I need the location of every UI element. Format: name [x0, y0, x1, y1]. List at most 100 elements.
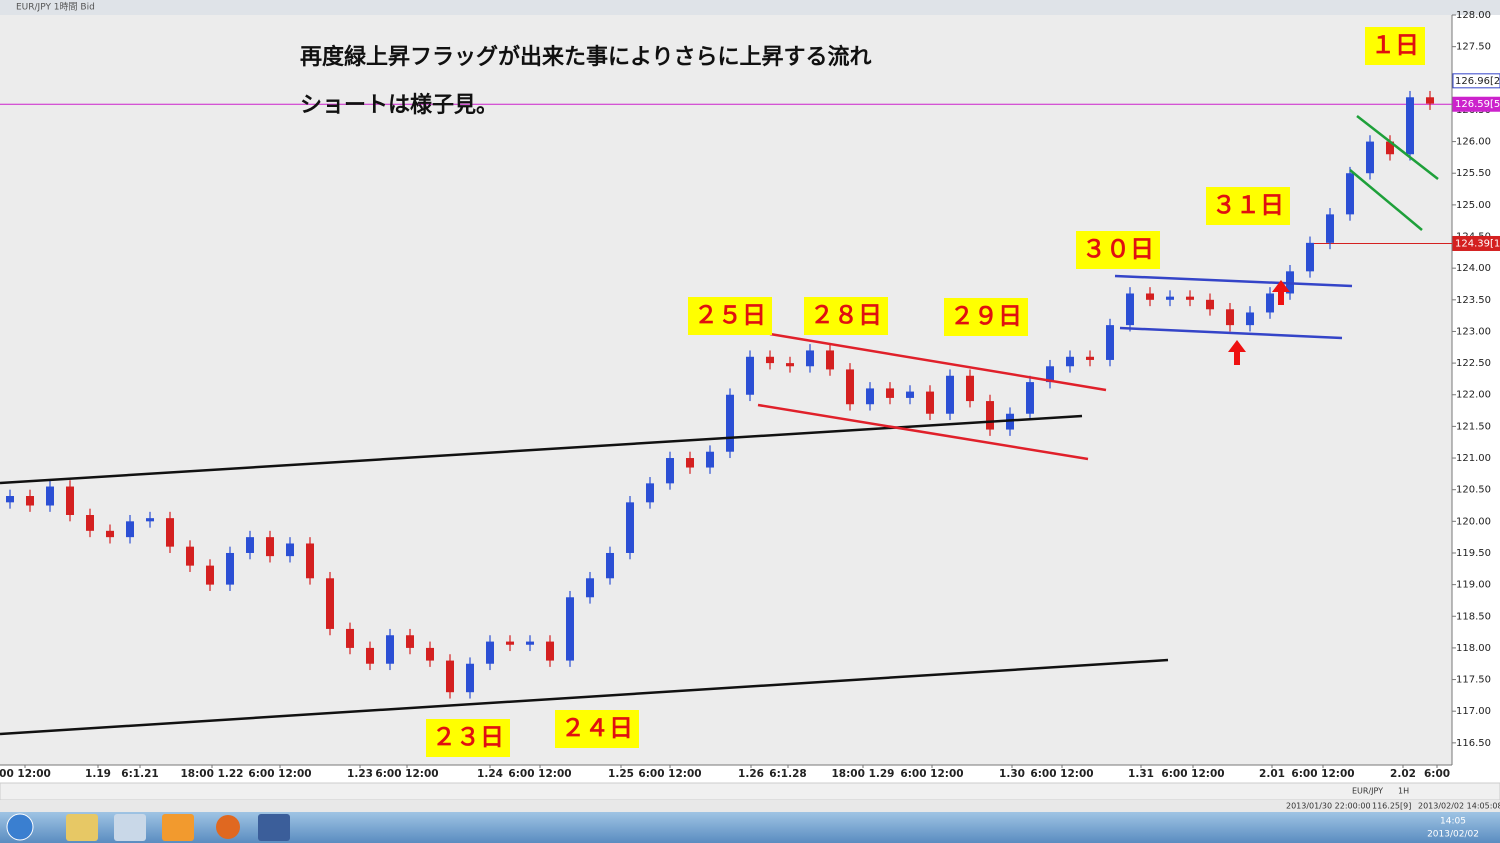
up-arrow	[1272, 280, 1290, 305]
x-tick-label: 6:00 12:00	[900, 768, 963, 780]
price-label: 126.59[5	[1455, 99, 1500, 110]
candle-body	[326, 578, 334, 629]
taskbar-app[interactable]	[216, 815, 240, 839]
candle-body	[526, 641, 534, 645]
candle-body	[626, 502, 634, 553]
clock-time: 14:05	[1440, 817, 1466, 827]
y-tick-label: 120.00	[1456, 516, 1491, 527]
x-tick-label: 2.02	[1390, 768, 1416, 780]
x-tick-label: 18:00 1.22	[181, 768, 244, 780]
y-tick-label: 126.00	[1456, 137, 1491, 148]
trend-line	[1356, 115, 1439, 180]
y-tick-label: 128.00	[1456, 10, 1491, 21]
y-tick-label: 119.00	[1456, 580, 1491, 591]
up-arrow	[1228, 340, 1246, 365]
status-price: 116.25[9]	[1372, 802, 1411, 811]
taskbar-app[interactable]	[162, 814, 194, 841]
start-button[interactable]	[6, 813, 34, 841]
y-tick-label: 127.50	[1456, 42, 1491, 53]
candle-body	[486, 641, 494, 664]
x-tick-label: 6:00 12:00	[375, 768, 438, 780]
price-axis	[1452, 15, 1500, 765]
comments: 再度緑上昇フラッグが出来た事によりさらに上昇する流れ ショートは様子見。	[300, 44, 872, 118]
status-texts: 2013/01/30 22:00:00 116.25[9] 2013/02/02…	[1286, 787, 1500, 811]
candle-body	[346, 628, 354, 648]
day-label-box	[688, 297, 772, 335]
day-label-box	[555, 710, 639, 748]
y-tick-label: 117.50	[1456, 675, 1491, 686]
candle-body	[846, 369, 854, 405]
day-labels: １日 ３１日 ３０日 ２５日 ２８日 ２９日 ２３日 ２４日	[426, 27, 1425, 757]
price-label-box	[1452, 73, 1500, 89]
arrows	[1228, 280, 1290, 365]
symbol-select[interactable]: EUR/JPY	[1352, 787, 1383, 796]
x-tick-label: 6:00 12:00	[248, 768, 311, 780]
taskbar-app[interactable]	[114, 814, 146, 841]
x-tick-label: 2.01	[1259, 768, 1285, 780]
candle-body	[1046, 366, 1054, 383]
x-tick-label: 6:00 12:00	[1291, 768, 1354, 780]
day-label: ３１日	[1212, 191, 1284, 219]
x-tick-label: 1.30	[999, 768, 1025, 780]
status-bar	[0, 800, 1500, 812]
window-title-bar	[0, 0, 1500, 15]
y-tick-label: 123.00	[1456, 326, 1491, 337]
candle-body	[266, 537, 274, 557]
x-tick-label: 6:1.21	[121, 768, 158, 780]
y-tick-label: 116.50	[1456, 738, 1491, 749]
trend-line	[0, 658, 1169, 736]
candle-body	[646, 483, 654, 503]
price-label: 126.96[2	[1455, 76, 1500, 87]
x-tick-label: 6:1.28	[769, 768, 806, 780]
candle-body	[406, 635, 414, 648]
timeframe-select[interactable]: 1H	[1398, 787, 1409, 796]
candle-body	[386, 635, 394, 664]
scrollbar[interactable]	[0, 782, 1500, 801]
day-label-box	[944, 298, 1028, 336]
y-tick-label: 122.50	[1456, 358, 1491, 369]
taskbar-app[interactable]	[66, 814, 98, 841]
candle-body	[286, 543, 294, 557]
candle-body	[1226, 309, 1234, 326]
candle-body	[826, 350, 834, 370]
x-tick-label: 6:00 12:00	[1161, 768, 1224, 780]
candle-body	[1106, 325, 1114, 360]
candle-body	[866, 388, 874, 405]
plot	[0, 90, 1452, 699]
candle-body	[1126, 293, 1134, 326]
candle-body	[746, 356, 754, 395]
x-tick-label: 1.31	[1128, 768, 1154, 780]
candle-body	[1146, 293, 1154, 300]
taskbar-app[interactable]	[258, 814, 290, 841]
candle-body	[246, 537, 254, 553]
candle-body	[1406, 97, 1414, 155]
candle-body	[706, 451, 714, 468]
day-label: ２９日	[950, 302, 1022, 330]
candle-body	[146, 518, 154, 522]
y-tick-label: 121.50	[1456, 421, 1491, 432]
candle-body	[546, 641, 554, 661]
day-label: ３０日	[1082, 235, 1154, 263]
x-tick-label: 6:00 12:00	[1030, 768, 1093, 780]
plot-area	[0, 15, 1452, 765]
y-tick-label: 122.00	[1456, 390, 1491, 401]
candle-body	[206, 565, 214, 585]
y-tick-label: 120.50	[1456, 485, 1491, 496]
day-label: １日	[1371, 31, 1419, 59]
trend-line	[769, 332, 1107, 392]
candle-body	[726, 394, 734, 452]
x-tick-label: 1.23	[347, 768, 373, 780]
candle-body	[46, 486, 54, 506]
time-axis	[0, 765, 1500, 783]
day-label-box	[1206, 187, 1290, 225]
candle-body	[6, 496, 14, 503]
day-label-box	[1076, 231, 1160, 269]
x-tick-label: 1.24	[477, 768, 503, 780]
candle-body	[1246, 312, 1254, 326]
trend-line	[1349, 169, 1423, 231]
day-label: ２３日	[432, 723, 504, 751]
candle-body	[26, 496, 34, 506]
y-tick-label: 125.00	[1456, 200, 1491, 211]
candle-body	[1306, 242, 1314, 272]
